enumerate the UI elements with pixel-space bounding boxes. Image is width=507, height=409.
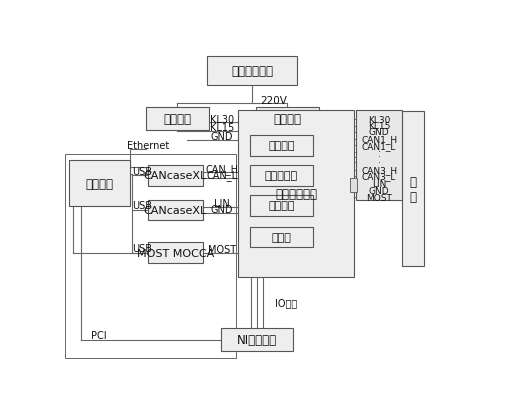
- Text: Ethernet: Ethernet: [127, 141, 169, 151]
- Text: CAN1_H: CAN1_H: [361, 135, 397, 144]
- Text: MOST: MOST: [208, 244, 236, 254]
- Bar: [146, 107, 209, 131]
- Text: CAN3_L: CAN3_L: [362, 172, 396, 181]
- Bar: [250, 166, 313, 186]
- Text: PCI: PCI: [91, 330, 106, 340]
- Text: KL15: KL15: [209, 123, 234, 133]
- Text: GND: GND: [210, 132, 233, 142]
- Text: CANcaseXL: CANcaseXL: [143, 171, 207, 181]
- Bar: [148, 166, 203, 186]
- Text: KL30: KL30: [210, 115, 234, 124]
- Text: GND: GND: [210, 205, 233, 215]
- Bar: [65, 155, 236, 358]
- Text: CAN_L: CAN_L: [206, 170, 237, 180]
- Bar: [148, 243, 203, 263]
- Text: USB: USB: [132, 166, 152, 176]
- Text: MOST: MOST: [366, 193, 392, 202]
- Text: USB: USB: [132, 243, 152, 253]
- Text: GND: GND: [369, 128, 389, 137]
- Bar: [356, 111, 402, 201]
- Bar: [350, 178, 357, 192]
- Text: ·: ·: [378, 159, 381, 168]
- Text: 负载匹配: 负载匹配: [268, 201, 295, 211]
- Text: CAN_H: CAN_H: [205, 164, 238, 174]
- Text: 指示灯: 指示灯: [272, 232, 292, 242]
- Text: 继电器矩阵: 继电器矩阵: [265, 171, 298, 181]
- Bar: [402, 112, 424, 266]
- Text: CAN3_H: CAN3_H: [361, 166, 397, 175]
- Text: 220V: 220V: [260, 95, 287, 106]
- Bar: [250, 196, 313, 216]
- Bar: [69, 161, 130, 207]
- Text: USB: USB: [132, 201, 152, 211]
- Text: 程控电源: 程控电源: [163, 112, 191, 126]
- Text: ·: ·: [378, 153, 381, 162]
- Text: ·: ·: [378, 148, 381, 157]
- Bar: [221, 328, 293, 351]
- Bar: [256, 107, 319, 131]
- Bar: [250, 136, 313, 156]
- Text: CANcaseXL: CANcaseXL: [143, 205, 207, 216]
- Text: LIN: LIN: [214, 199, 230, 209]
- Text: KL30: KL30: [368, 115, 390, 124]
- Text: 测试主机: 测试主机: [86, 177, 114, 190]
- Bar: [250, 227, 313, 247]
- Text: CAN1_L: CAN1_L: [362, 142, 396, 151]
- Bar: [207, 57, 297, 85]
- Text: 电源保护: 电源保护: [268, 141, 295, 151]
- Text: GND: GND: [369, 187, 389, 195]
- Text: 稳压电源: 稳压电源: [273, 112, 301, 126]
- Text: 总线测试板卡: 总线测试板卡: [275, 187, 317, 200]
- Text: 电源控制单元: 电源控制单元: [231, 65, 273, 78]
- Text: LIN: LIN: [372, 180, 386, 189]
- Text: KL15: KL15: [368, 122, 390, 131]
- Bar: [238, 110, 354, 277]
- Text: IO输出: IO输出: [275, 298, 298, 308]
- Text: MOST MOCCA: MOST MOCCA: [137, 248, 214, 258]
- Text: 网
关: 网 关: [409, 175, 416, 203]
- Text: NI控制板卡: NI控制板卡: [237, 333, 277, 346]
- Bar: [148, 200, 203, 221]
